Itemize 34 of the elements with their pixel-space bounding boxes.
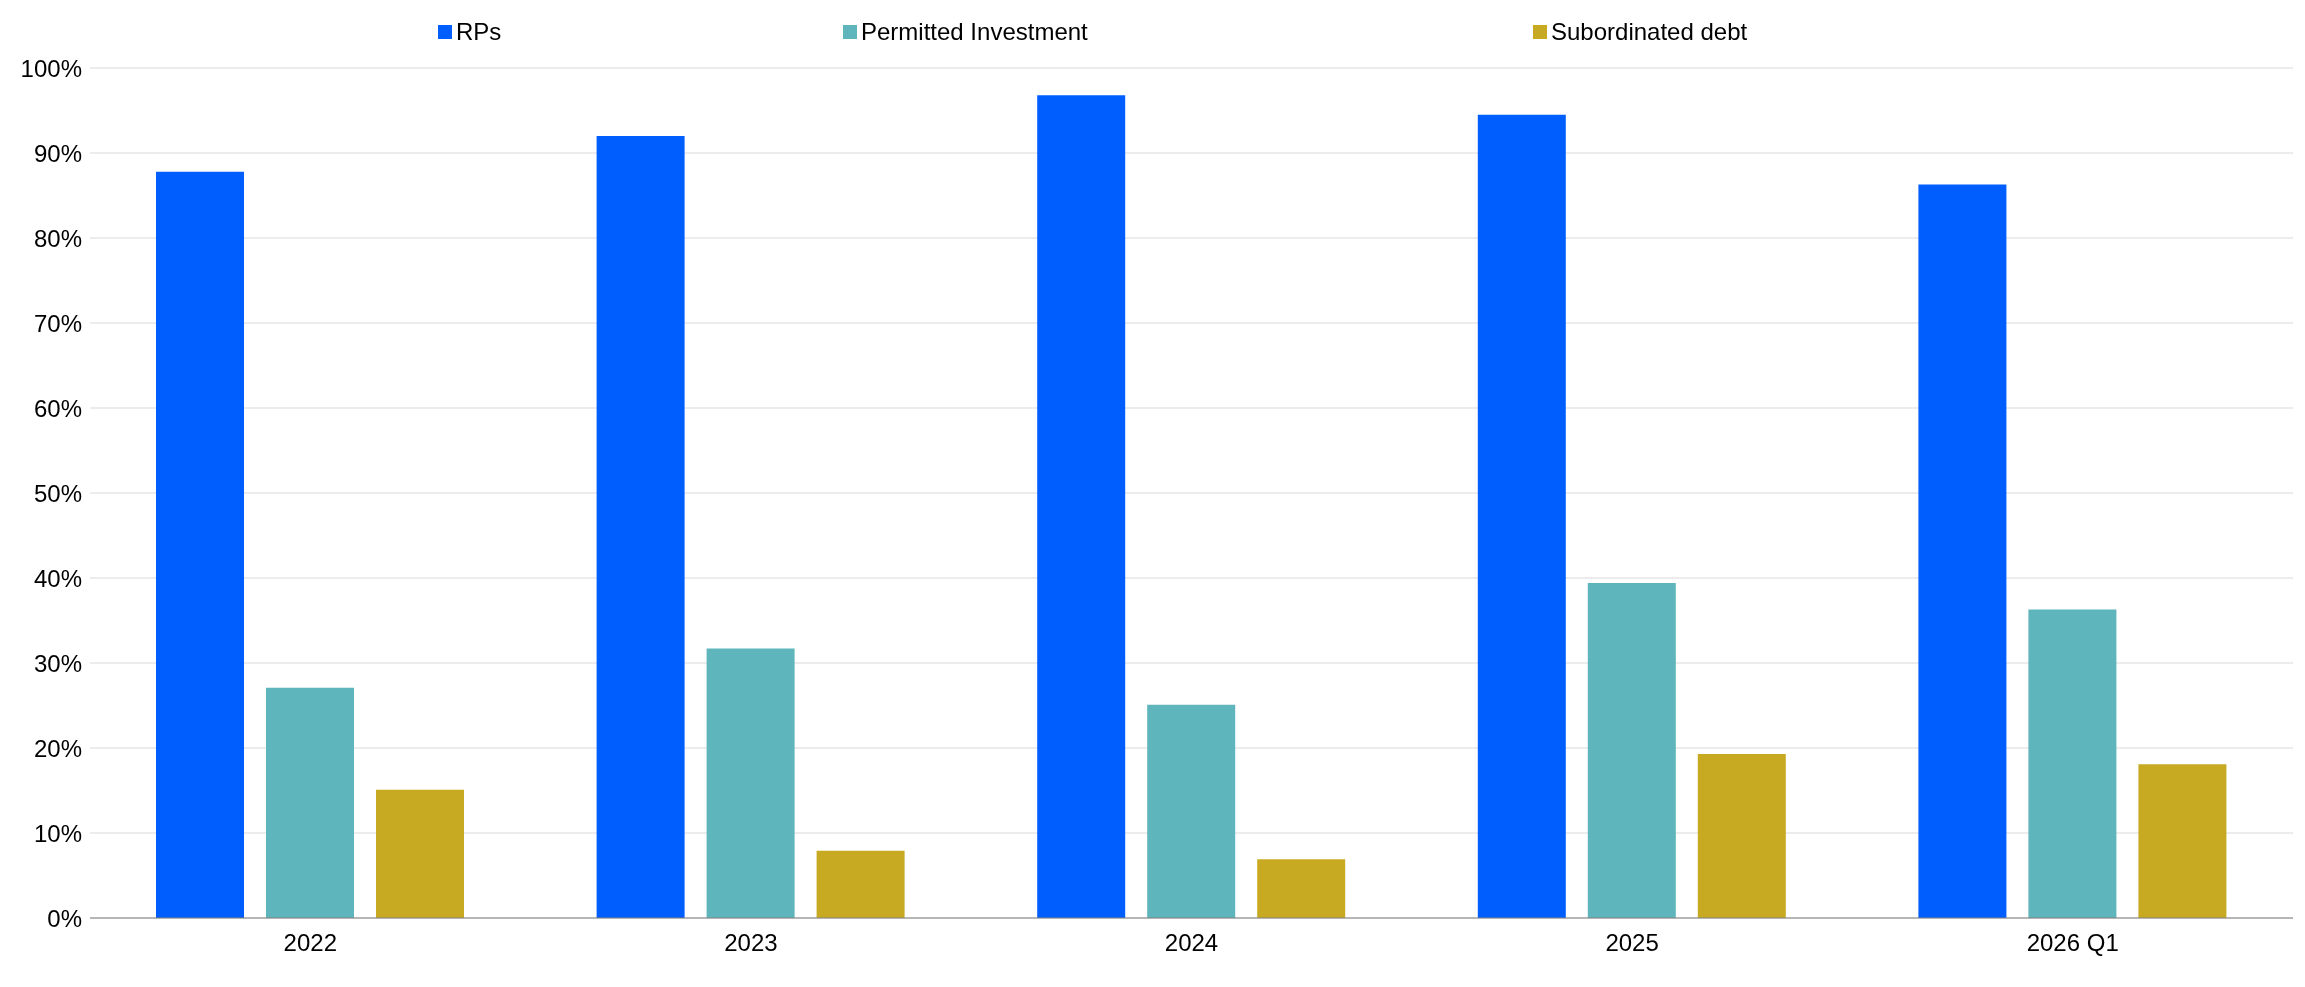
x-tick-label: 2022 (283, 929, 337, 957)
bar (2028, 609, 2117, 918)
bar (1477, 114, 1566, 918)
x-tick-label: 2025 (1605, 929, 1659, 957)
bar (266, 687, 354, 918)
bar (816, 850, 905, 918)
y-tick-label: 30% (33, 649, 82, 677)
y-tick-label: 90% (33, 139, 82, 167)
bar (1918, 184, 2007, 918)
bar (1037, 95, 1126, 918)
x-tick-label: 2023 (724, 929, 778, 957)
bar (1697, 753, 1786, 918)
bar (2138, 764, 2227, 918)
y-tick-label: 40% (33, 564, 82, 592)
bar (1147, 704, 1236, 918)
y-tick-label: 20% (33, 734, 82, 762)
y-tick-label: 100% (20, 54, 82, 82)
bar (1257, 859, 1346, 918)
y-tick-label: 80% (33, 224, 82, 252)
x-tick-label: 2024 (1164, 929, 1219, 957)
bar (706, 648, 795, 918)
legend-label: RPs (456, 18, 502, 46)
y-tick-label: 0% (47, 904, 82, 932)
bar (156, 171, 244, 918)
y-tick-label: 10% (33, 819, 82, 847)
y-tick-label: 70% (33, 309, 82, 337)
bar (1587, 583, 1676, 918)
x-tick-label: 2026 Q1 (2026, 929, 2119, 957)
legend-label: Permitted Investment (861, 18, 1088, 46)
legend-label: Subordinated debt (1551, 18, 1748, 46)
y-tick-label: 50% (33, 479, 82, 507)
y-tick-label: 60% (33, 394, 82, 422)
bar (596, 136, 685, 918)
bar (376, 789, 464, 918)
